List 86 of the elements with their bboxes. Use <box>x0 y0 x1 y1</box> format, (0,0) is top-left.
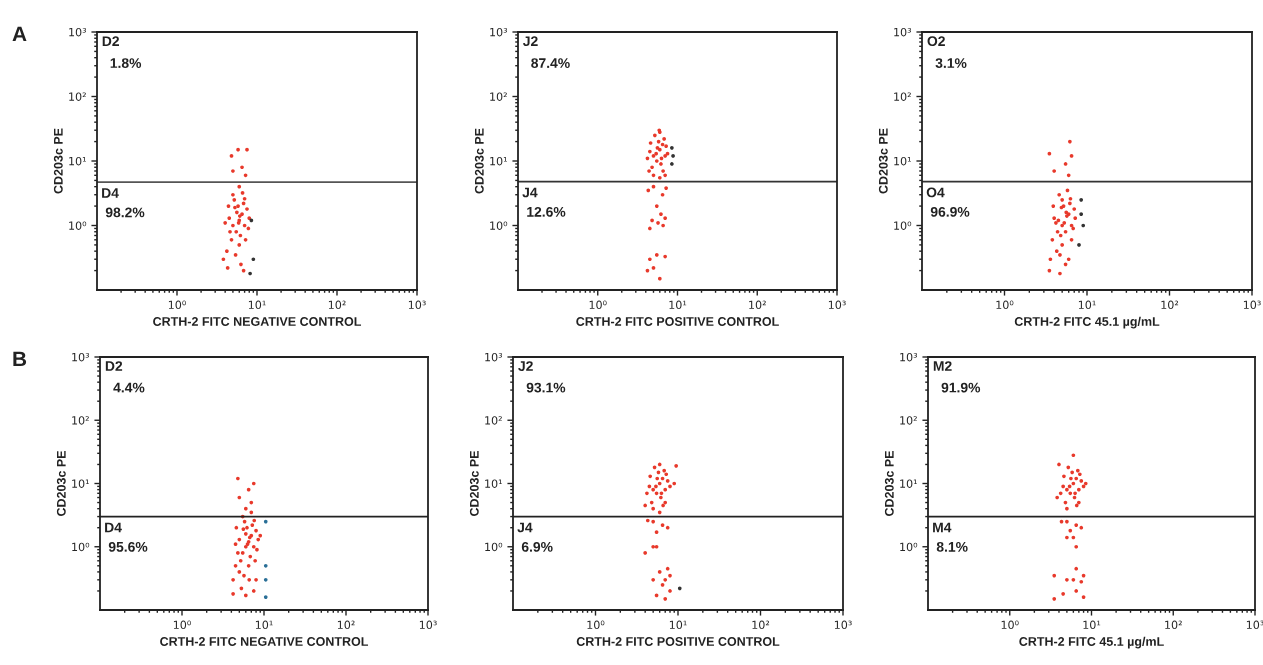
y-tick-label: 10² <box>69 92 86 101</box>
y-tick-label: 10³ <box>894 27 912 37</box>
x-tick-label: 10¹ <box>248 300 266 310</box>
x-tick-label: 10¹ <box>1083 620 1101 630</box>
x-tick-label: 10³ <box>419 620 437 630</box>
x-tick-label: 10⁰ <box>168 300 186 310</box>
annotation: 93.1% <box>526 382 566 393</box>
y-tick-label: 10⁰ <box>900 542 918 552</box>
annotation: 12.6% <box>527 206 566 217</box>
annotation: O4 <box>926 187 945 198</box>
x-tick-label: 10⁰ <box>173 620 191 630</box>
y-tick-label: 10¹ <box>69 156 86 166</box>
y-tick-label: 10³ <box>485 352 503 362</box>
x-axis-title: CRTH-2 FITC POSITIVE CONTROL <box>576 637 780 646</box>
annotation: 95.6% <box>108 541 148 552</box>
y-axis-title: CD203c PE <box>469 450 479 516</box>
annotation: M4 <box>933 522 952 533</box>
x-tick-label: 10³ <box>828 300 846 310</box>
y-axis-title: CD203c PE <box>56 450 66 516</box>
annotation: 8.1% <box>936 541 968 552</box>
annotation: J4 <box>522 187 538 198</box>
x-tick-label: 10¹ <box>255 620 273 630</box>
y-axis-title: CD203c PE <box>878 128 888 194</box>
y-axis-title: CD203c PE <box>884 450 894 516</box>
annotation: 98.2% <box>105 207 145 218</box>
y-axis-title: CD203c PE <box>53 128 63 194</box>
x-tick-label: 10⁰ <box>996 300 1014 310</box>
y-tick-label: 10⁰ <box>485 542 503 552</box>
annotation: 87.4% <box>531 58 570 68</box>
annotation: D2 <box>105 361 123 371</box>
x-tick-label: 10² <box>328 300 346 310</box>
y-tick-label: 10² <box>894 92 911 101</box>
y-tick-label: 10¹ <box>485 479 502 488</box>
x-tick-label: 10¹ <box>1078 300 1096 310</box>
x-tick-label: 10⁰ <box>587 620 605 630</box>
x-tick-label: 10² <box>1165 620 1182 630</box>
y-tick-label: 10¹ <box>894 156 911 166</box>
y-tick-label: 10² <box>900 416 917 425</box>
y-tick-label: 10⁰ <box>894 221 912 230</box>
text: B <box>13 351 27 367</box>
x-tick-label: 10¹ <box>669 300 687 310</box>
x-tick-label: 10³ <box>1243 300 1261 310</box>
x-tick-label: 10⁰ <box>589 300 607 310</box>
x-tick-label: 10³ <box>408 300 426 310</box>
x-axis-title: CRTH-2 FITC POSITIVE CONTROL <box>576 317 779 326</box>
y-tick-label: 10⁰ <box>69 221 87 230</box>
annotation: 3.1% <box>935 58 967 69</box>
x-tick-label: 10² <box>1161 300 1179 310</box>
x-axis-title: CRTH-2 FITC 45.1 µg/mL <box>1019 636 1164 649</box>
y-tick-label: 10¹ <box>72 479 89 488</box>
x-axis-title: CRTH-2 FITC NEGATIVE CONTROL <box>160 637 369 646</box>
annotation: M2 <box>933 361 952 371</box>
y-tick-label: 10² <box>485 416 502 425</box>
x-tick-label: 10² <box>749 300 766 310</box>
x-tick-label: 10¹ <box>669 620 687 630</box>
x-axis-title: CRTH-2 FITC 45.1 µg/mL <box>1014 316 1160 329</box>
annotation: D2 <box>102 36 119 46</box>
annotation: 1.8% <box>110 58 142 68</box>
y-axis-title: CD203c PE <box>474 128 484 194</box>
y-tick-label: 10⁰ <box>490 221 508 230</box>
x-axis-title: CRTH-2 FITC NEGATIVE CONTROL <box>153 317 362 326</box>
y-tick-label: 10¹ <box>900 479 917 488</box>
y-tick-label: 10³ <box>72 352 90 362</box>
x-tick-label: 10³ <box>1246 620 1263 630</box>
annotation: 91.9% <box>941 382 981 393</box>
annotation: O2 <box>927 36 945 47</box>
annotation: J2 <box>518 361 533 371</box>
annotation: D4 <box>105 522 122 533</box>
y-tick-label: 10¹ <box>490 156 507 166</box>
annotation: J4 <box>517 522 533 533</box>
annotation: 6.9% <box>521 541 553 552</box>
x-tick-label: 10² <box>752 620 770 630</box>
y-tick-label: 10³ <box>490 27 508 37</box>
x-tick-label: 10⁰ <box>1001 620 1019 630</box>
x-tick-label: 10³ <box>834 620 852 630</box>
text: A <box>12 26 27 42</box>
y-tick-label: 10³ <box>900 352 918 362</box>
y-tick-label: 10⁰ <box>72 542 90 552</box>
y-tick-label: 10³ <box>69 27 87 37</box>
annotation: 4.4% <box>113 382 145 393</box>
annotation: J2 <box>523 36 538 47</box>
y-tick-label: 10² <box>490 92 507 101</box>
x-tick-label: 10² <box>337 620 355 630</box>
annotation: D4 <box>102 188 119 198</box>
y-tick-label: 10² <box>72 416 89 425</box>
annotation: 96.9% <box>930 206 970 217</box>
